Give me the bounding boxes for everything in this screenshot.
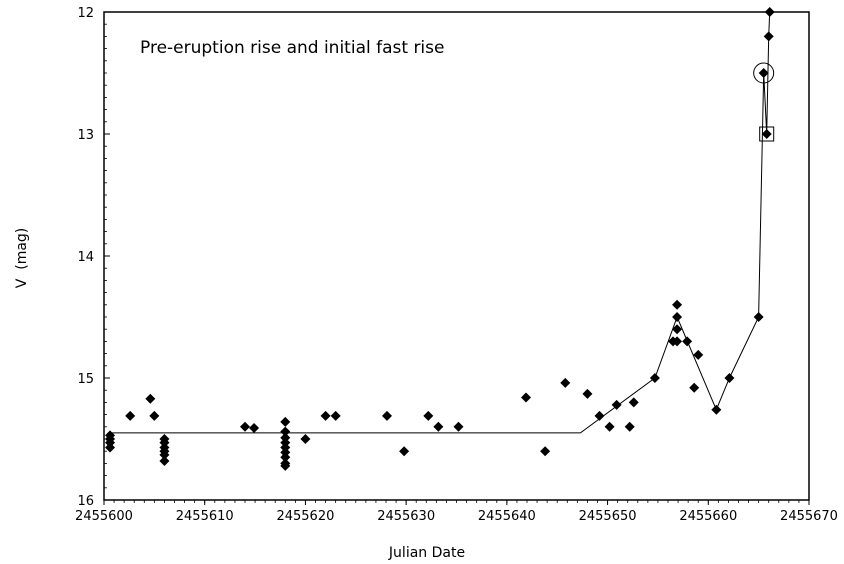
data-point: [594, 410, 605, 421]
data-point: [649, 373, 660, 383]
data-point: [280, 426, 291, 437]
data-point: [382, 410, 393, 421]
y-tick-label: 14: [77, 250, 94, 265]
x-tick-label: 2455600: [75, 509, 133, 524]
data-point: [682, 336, 693, 347]
data-point: [249, 423, 260, 434]
data-point: [689, 382, 700, 393]
data-point: [453, 421, 464, 432]
data-point: [604, 421, 615, 432]
data-point: [582, 388, 593, 399]
y-tick-label: 13: [77, 128, 94, 143]
data-point: [330, 410, 341, 421]
data-point: [724, 373, 735, 383]
plot-area: [103, 11, 810, 501]
data-point: [758, 68, 769, 78]
data-point: [672, 336, 683, 347]
x-axis-title: Julian Date: [388, 545, 465, 561]
data-point: [672, 312, 683, 322]
data-point: [763, 31, 774, 42]
data-point: [300, 434, 311, 444]
data-point: [624, 421, 635, 432]
data-points: [105, 7, 775, 471]
data-point: [145, 393, 156, 404]
data-point: [764, 7, 775, 17]
data-point: [628, 397, 639, 408]
chart-annotation: Pre-eruption rise and initial fast rise: [140, 38, 444, 58]
data-point: [125, 410, 136, 421]
data-point: [280, 460, 291, 471]
x-tick-label: 2455670: [780, 509, 838, 524]
data-point: [280, 452, 291, 463]
x-tick-label: 2455640: [478, 509, 536, 524]
data-point: [520, 392, 531, 403]
circled-point-marker: [753, 62, 775, 84]
y-tick-labels: 12 13 14 15 16: [77, 6, 94, 509]
x-tick-label: 2455660: [679, 509, 737, 524]
data-point: [159, 455, 170, 466]
x-tick-label: 2455650: [579, 509, 637, 524]
data-point: [672, 299, 683, 310]
data-point: [320, 410, 331, 421]
data-point: [105, 442, 116, 453]
data-point: [540, 446, 551, 457]
y-tick-label: 16: [77, 494, 94, 509]
data-point: [560, 377, 571, 388]
data-point: [423, 410, 434, 421]
data-point: [753, 312, 764, 322]
boxed-point-marker: [759, 126, 775, 142]
y-tick-label: 12: [77, 6, 94, 21]
data-point: [399, 446, 410, 457]
data-point: [711, 404, 722, 415]
data-point: [693, 349, 704, 360]
data-point: [611, 399, 622, 410]
data-point: [149, 410, 160, 421]
x-tick-label: 2455610: [176, 509, 234, 524]
y-tick-label: 15: [77, 372, 94, 387]
data-point: [280, 416, 291, 427]
x-tick-label: 2455620: [276, 509, 334, 524]
data-point: [672, 324, 683, 335]
data-point: [159, 449, 170, 460]
major-ticks: [103, 11, 810, 505]
x-tick-labels: 2455600 2455610 2455620 2455630 2455640 24556…: [75, 509, 838, 524]
x-tick-label: 2455630: [377, 509, 435, 524]
data-point: [761, 129, 772, 139]
data-point: [240, 421, 250, 432]
data-point: [433, 421, 444, 432]
y-axis-title: V (mag): [14, 228, 30, 289]
